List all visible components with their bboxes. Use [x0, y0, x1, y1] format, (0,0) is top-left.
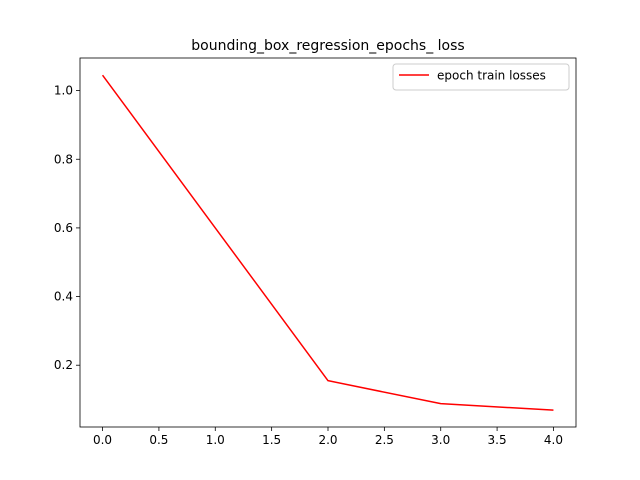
x-tick-label: 1.5	[262, 433, 281, 447]
legend-box	[392, 63, 570, 91]
y-tick-label: 1.0	[54, 84, 73, 98]
x-tick-label: 1.0	[206, 433, 225, 447]
y-tick-label: 0.4	[54, 290, 73, 304]
plot-area: 0.0 0.5 1.0 1.5 2.0 2.5 3.0 3.5 4.0 0.2 0.4 0.6 0.8 1…	[54, 57, 577, 447]
x-tick-label: 0.0	[93, 433, 112, 447]
x-tick-label: 2.0	[318, 433, 337, 447]
x-tick-label: 3.5	[488, 433, 507, 447]
y-tick-label: 0.6	[54, 221, 73, 235]
chart-title: bounding_box_regression_epochs_ loss	[191, 38, 464, 54]
x-tick-label: 4.0	[544, 433, 563, 447]
x-tick-label: 0.5	[149, 433, 168, 447]
x-tick-label: 3.0	[431, 433, 450, 447]
x-tick-label: 2.5	[375, 433, 394, 447]
y-tick-label: 0.8	[54, 152, 73, 166]
y-tick-label: 0.2	[54, 358, 73, 372]
legend-label: epoch train losses	[437, 69, 546, 83]
